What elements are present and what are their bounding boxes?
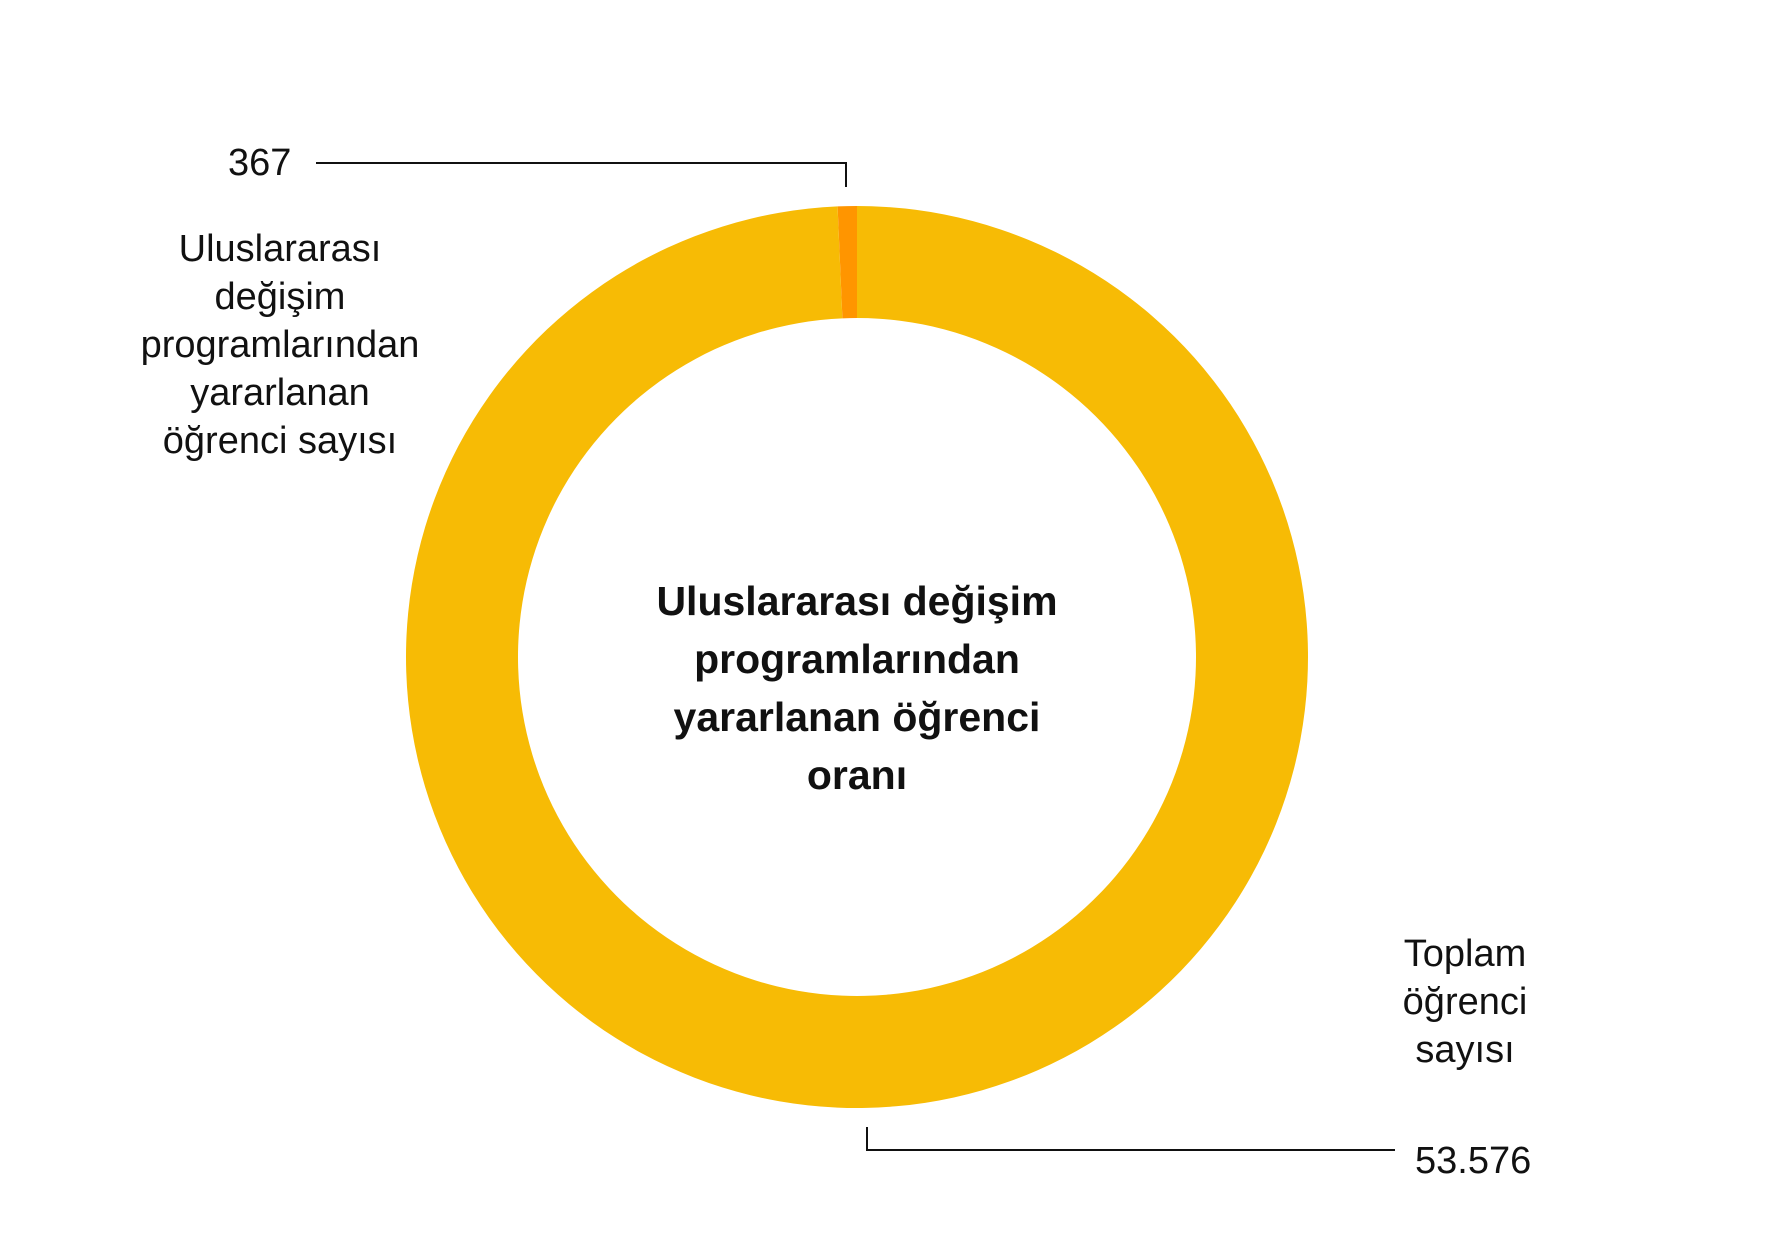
slice-label-total: Toplam öğrenci sayısı	[1402, 933, 1528, 1071]
leader-line-exchange	[316, 162, 847, 187]
slice-exchange	[837, 206, 857, 319]
leader-line-total	[866, 1127, 1395, 1151]
chart-title: Uluslararası değişim programlarından yar…	[656, 578, 1058, 798]
slice-label-exchange: Uluslararası değişim programlarından yar…	[140, 228, 420, 462]
value-label-total: 53.576	[1415, 1140, 1532, 1182]
value-label-exchange: 367	[228, 142, 292, 184]
